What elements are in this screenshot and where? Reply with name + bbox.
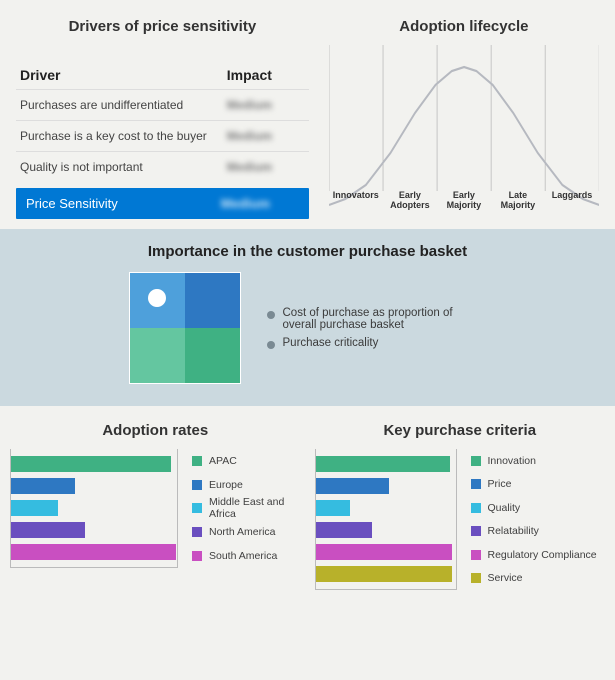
adoption-rates-bar-row [11, 541, 177, 563]
basket-legend: Cost of purchase as proportion of overal… [267, 301, 487, 355]
adoption-rates-legend-label: APAC [209, 455, 237, 467]
purchase-criteria-legend-label: Relatability [488, 525, 539, 537]
adoption-rates-bar [11, 544, 176, 560]
legend-swatch-icon [471, 479, 481, 489]
purchase-criteria-legend-item: Quality [471, 497, 606, 519]
purchase-criteria-bar [316, 544, 452, 560]
drivers-row-driver: Purchases are undifferentiated [20, 98, 227, 112]
adoption-rates-legend-item: South America [192, 545, 301, 567]
purchase-criteria-legend: Innovation Price Quality Relatability Regula… [457, 449, 606, 590]
drivers-title: Drivers of price sensitivity [16, 18, 309, 35]
purchase-criteria-bar-row [316, 497, 456, 519]
adoption-rates-legend-item: APAC [192, 450, 301, 472]
basket-legend-item: Cost of purchase as proportion of overal… [267, 307, 487, 331]
drivers-total-label: Price Sensitivity [26, 196, 221, 211]
drivers-panel: Drivers of price sensitivity Driver Impa… [16, 18, 309, 219]
lifecycle-category-label: Late Majority [491, 191, 545, 215]
purchase-criteria-legend-label: Price [488, 478, 512, 490]
drivers-row-impact: Medium [227, 129, 305, 143]
drivers-total-row: Price Sensitivity Medium [16, 188, 309, 219]
legend-swatch-icon [471, 526, 481, 536]
purchase-criteria-bar [316, 456, 451, 472]
adoption-rates-title: Adoption rates [10, 422, 301, 439]
purchase-criteria-legend-label: Quality [488, 502, 521, 514]
adoption-rates-legend-label: Europe [209, 479, 243, 491]
purchase-criteria-bar-row [316, 453, 456, 475]
purchase-criteria-bar [316, 522, 373, 538]
lifecycle-category-label: Early Majority [437, 191, 491, 215]
drivers-col-driver: Driver [20, 67, 227, 83]
adoption-rates-legend-item: North America [192, 521, 301, 543]
basket-dot [148, 289, 166, 307]
adoption-rates-bar [11, 478, 75, 494]
drivers-row: Quality is not important Medium [16, 151, 309, 182]
basket-panel: Importance in the customer purchase bask… [0, 229, 615, 406]
adoption-rates-legend-label: Middle East and Africa [209, 496, 301, 520]
bullet-icon [267, 341, 275, 349]
purchase-criteria-bar-row [316, 519, 456, 541]
purchase-criteria-legend-item: Service [471, 567, 606, 589]
purchase-criteria-title: Key purchase criteria [315, 422, 606, 439]
basket-legend-label: Purchase criticality [283, 337, 379, 349]
legend-swatch-icon [471, 456, 481, 466]
purchase-criteria-bar-row [316, 541, 456, 563]
drivers-col-impact: Impact [227, 67, 305, 83]
drivers-row-driver: Quality is not important [20, 160, 227, 174]
lifecycle-category-label: Innovators [329, 191, 383, 215]
purchase-criteria-legend-item: Relatability [471, 520, 606, 542]
adoption-rates-bar-row [11, 453, 177, 475]
adoption-rates-bar-row [11, 519, 177, 541]
purchase-criteria-bar-row [316, 475, 456, 497]
purchase-criteria-legend-label: Innovation [488, 455, 536, 467]
purchase-criteria-bar [316, 566, 452, 582]
adoption-rates-legend-label: North America [209, 526, 276, 538]
adoption-rates-legend-item: Europe [192, 474, 301, 496]
purchase-criteria-legend-label: Service [488, 572, 523, 584]
adoption-rates-bar [11, 500, 58, 516]
drivers-total-value: Medium [221, 196, 299, 211]
purchase-criteria-panel: Key purchase criteria Innovation Price Qua… [315, 422, 606, 590]
adoption-rates-legend-label: South America [209, 550, 277, 562]
lifecycle-chart: InnovatorsEarly AdoptersEarly MajorityLa… [329, 45, 599, 215]
adoption-rates-bar [11, 456, 171, 472]
legend-swatch-icon [192, 527, 202, 537]
adoption-rates-legend: APAC Europe Middle East and Africa North Am… [178, 449, 301, 568]
basket-title: Importance in the customer purchase bask… [16, 243, 599, 260]
legend-swatch-icon [192, 480, 202, 490]
drivers-row-impact: Medium [227, 98, 305, 112]
purchase-criteria-legend-item: Regulatory Compliance [471, 544, 606, 566]
drivers-row-impact: Medium [227, 160, 305, 174]
basket-legend-label: Cost of purchase as proportion of overal… [283, 307, 487, 331]
adoption-rates-bars [10, 449, 178, 568]
drivers-row: Purchases are undifferentiated Medium [16, 89, 309, 120]
lifecycle-category-label: Early Adopters [383, 191, 437, 215]
legend-swatch-icon [471, 573, 481, 583]
adoption-rates-bar [11, 522, 85, 538]
adoption-rates-bar-row [11, 475, 177, 497]
legend-swatch-icon [192, 551, 202, 561]
legend-swatch-icon [471, 550, 481, 560]
basket-quad [129, 272, 241, 384]
purchase-criteria-legend-item: Innovation [471, 450, 606, 472]
purchase-criteria-legend-label: Regulatory Compliance [488, 549, 597, 561]
purchase-criteria-legend-item: Price [471, 473, 606, 495]
lifecycle-title: Adoption lifecycle [329, 18, 599, 35]
drivers-row: Purchase is a key cost to the buyer Medi… [16, 120, 309, 151]
basket-legend-item: Purchase criticality [267, 337, 487, 349]
purchase-criteria-bar [316, 500, 350, 516]
adoption-rates-legend-item: Middle East and Africa [192, 497, 301, 519]
purchase-criteria-bars [315, 449, 457, 590]
lifecycle-category-label: Laggards [545, 191, 599, 215]
bullet-icon [267, 311, 275, 319]
adoption-rates-bar-row [11, 497, 177, 519]
legend-swatch-icon [192, 456, 202, 466]
legend-swatch-icon [192, 503, 202, 513]
drivers-row-driver: Purchase is a key cost to the buyer [20, 129, 227, 143]
purchase-criteria-bar-row [316, 563, 456, 585]
drivers-table: Driver Impact Purchases are undifferenti… [16, 63, 309, 219]
legend-swatch-icon [471, 503, 481, 513]
adoption-rates-panel: Adoption rates APAC Europe Middle East and… [10, 422, 301, 590]
lifecycle-panel: Adoption lifecycle InnovatorsEarly Adopt… [329, 18, 599, 219]
purchase-criteria-bar [316, 478, 390, 494]
